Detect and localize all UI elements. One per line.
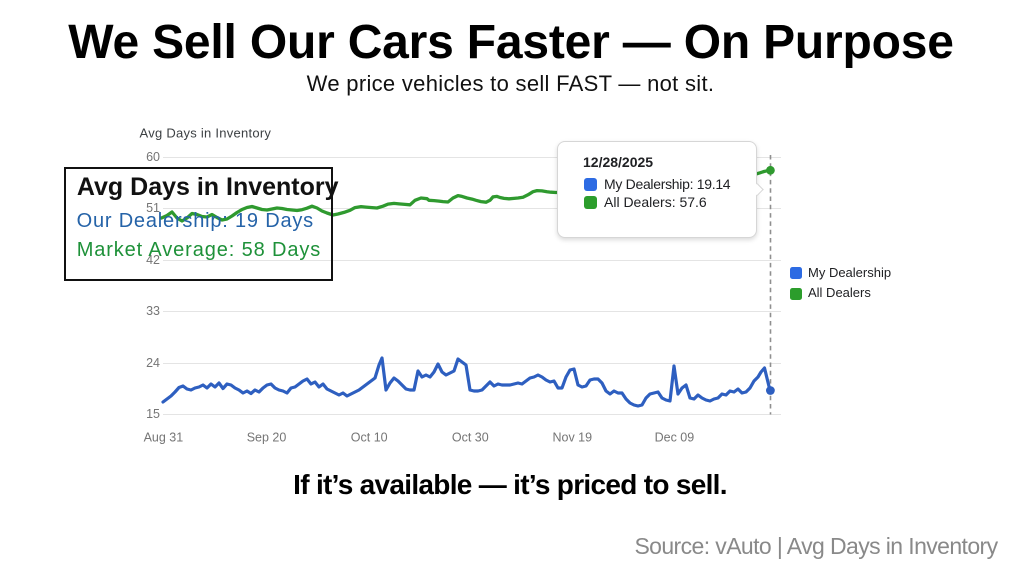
svg-text:24: 24: [146, 356, 160, 370]
svg-text:Oct 10: Oct 10: [351, 431, 388, 445]
svg-text:Dec 09: Dec 09: [655, 431, 695, 445]
svg-text:Aug 31: Aug 31: [144, 431, 184, 445]
svg-text:Oct 30: Oct 30: [452, 431, 489, 445]
svg-text:Sep 20: Sep 20: [247, 431, 287, 445]
svg-text:60: 60: [146, 150, 160, 164]
svg-text:51: 51: [146, 201, 160, 215]
svg-text:33: 33: [146, 304, 160, 318]
svg-text:Nov 19: Nov 19: [552, 431, 592, 445]
svg-text:42: 42: [146, 253, 160, 267]
svg-text:15: 15: [146, 407, 160, 421]
svg-text:Avg Days in Inventory: Avg Days in Inventory: [140, 125, 272, 140]
